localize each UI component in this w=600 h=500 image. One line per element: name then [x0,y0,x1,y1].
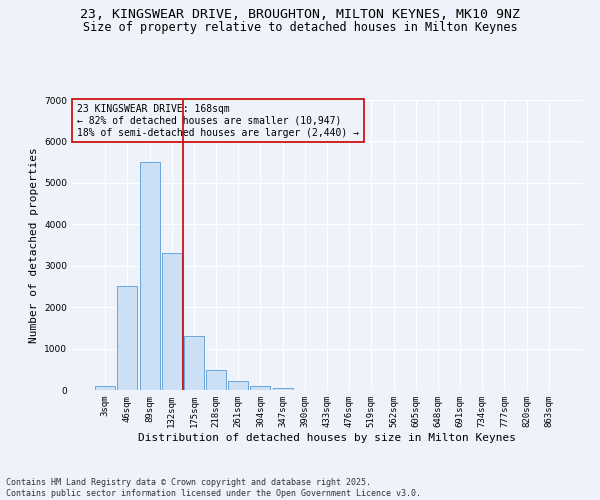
X-axis label: Distribution of detached houses by size in Milton Keynes: Distribution of detached houses by size … [138,432,516,442]
Bar [250,386,271,390]
Text: 23 KINGSWEAR DRIVE: 168sqm
← 82% of detached houses are smaller (10,947)
18% of : 23 KINGSWEAR DRIVE: 168sqm ← 82% of deta… [77,104,359,138]
Bar [184,336,204,390]
Bar [228,381,248,390]
Text: 23, KINGSWEAR DRIVE, BROUGHTON, MILTON KEYNES, MK10 9NZ: 23, KINGSWEAR DRIVE, BROUGHTON, MILTON K… [80,8,520,20]
Text: Contains HM Land Registry data © Crown copyright and database right 2025.
Contai: Contains HM Land Registry data © Crown c… [6,478,421,498]
Bar [95,386,115,390]
Text: Size of property relative to detached houses in Milton Keynes: Size of property relative to detached ho… [83,21,517,34]
Y-axis label: Number of detached properties: Number of detached properties [29,147,38,343]
Bar [206,370,226,390]
Bar [140,162,160,390]
Bar [118,286,137,390]
Bar [162,254,182,390]
Bar [272,388,293,390]
